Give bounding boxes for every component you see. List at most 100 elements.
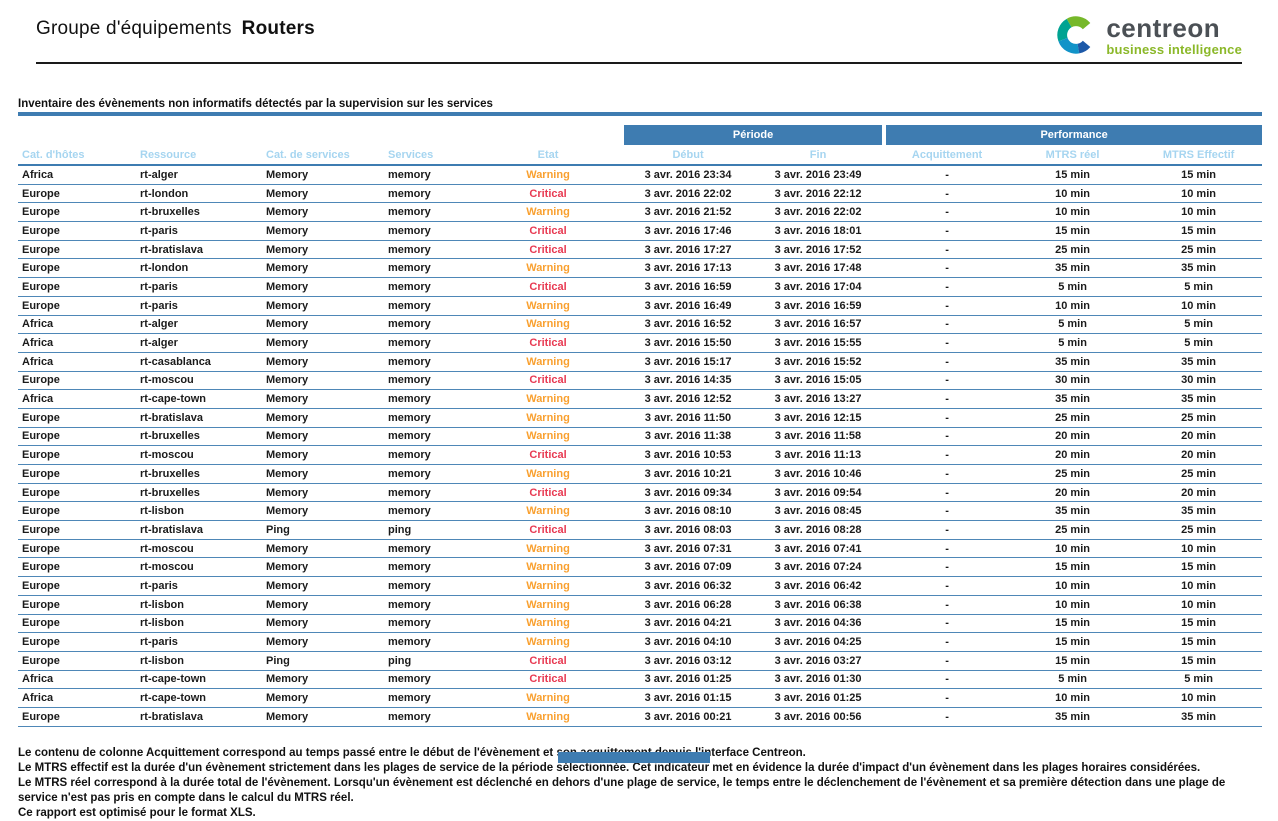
cell-resource: rt-bruxelles bbox=[136, 483, 262, 503]
table-row: Europe rt-moscou Memory memory Warning 3… bbox=[18, 557, 1263, 578]
cell-mtrs-effective: 30 min bbox=[1135, 371, 1263, 391]
cell-end: 3 avr. 2016 08:45 bbox=[752, 501, 885, 522]
cell-mtrs-real: 15 min bbox=[1010, 221, 1136, 241]
cell-end: 3 avr. 2016 15:52 bbox=[752, 352, 885, 372]
cell-service: memory bbox=[384, 539, 472, 559]
col-header-mtrs-effective: MTRS Effectif bbox=[1135, 145, 1263, 166]
cell-acknowledgement: - bbox=[884, 483, 1011, 503]
cell-resource: rt-cape-town bbox=[136, 688, 262, 708]
centreon-logo: centreon business intelligence bbox=[1053, 10, 1242, 58]
cell-host-category: Europe bbox=[18, 632, 136, 652]
table-row: Europe rt-bratislava Memory memory Warni… bbox=[18, 707, 1263, 727]
table-row: Africa rt-cape-town Memory memory Warnin… bbox=[18, 389, 1263, 409]
cell-mtrs-effective: 10 min bbox=[1135, 202, 1263, 223]
cell-service-category: Memory bbox=[262, 632, 384, 652]
cell-state: Critical bbox=[472, 371, 625, 391]
cell-acknowledgement: - bbox=[884, 240, 1011, 260]
cell-state: Warning bbox=[472, 389, 625, 409]
header-divider bbox=[36, 62, 1242, 64]
cell-mtrs-real: 15 min bbox=[1010, 632, 1136, 652]
cell-start: 3 avr. 2016 17:27 bbox=[624, 240, 753, 260]
report-page: Groupe d'équipements Routers centreon bus… bbox=[18, 10, 1263, 819]
cell-mtrs-real: 25 min bbox=[1010, 240, 1136, 260]
table-row: Africa rt-alger Memory memory Warning 3 … bbox=[18, 165, 1263, 185]
cell-acknowledgement: - bbox=[884, 389, 1011, 409]
cell-state: Warning bbox=[472, 315, 625, 335]
cell-acknowledgement: - bbox=[884, 333, 1011, 353]
cell-host-category: Europe bbox=[18, 371, 136, 391]
cell-mtrs-real: 10 min bbox=[1010, 202, 1136, 223]
cell-resource: rt-lisbon bbox=[136, 595, 262, 615]
cell-mtrs-real: 35 min bbox=[1010, 389, 1136, 409]
cell-mtrs-effective: 15 min bbox=[1135, 557, 1263, 578]
cell-resource: rt-london bbox=[136, 258, 262, 279]
cell-service-category: Memory bbox=[262, 165, 384, 185]
cell-end: 3 avr. 2016 06:42 bbox=[752, 576, 885, 596]
cell-start: 3 avr. 2016 00:21 bbox=[624, 707, 753, 727]
cell-acknowledgement: - bbox=[884, 352, 1011, 372]
cell-service: ping bbox=[384, 651, 472, 671]
cell-resource: rt-alger bbox=[136, 315, 262, 335]
cell-state: Warning bbox=[472, 557, 625, 578]
cell-state: Critical bbox=[472, 670, 625, 690]
cell-acknowledgement: - bbox=[884, 576, 1011, 596]
cell-acknowledgement: - bbox=[884, 315, 1011, 335]
cell-resource: rt-paris bbox=[136, 277, 262, 297]
cell-mtrs-real: 15 min bbox=[1010, 165, 1136, 185]
cell-resource: rt-bruxelles bbox=[136, 202, 262, 223]
cell-mtrs-effective: 15 min bbox=[1135, 221, 1263, 241]
cell-start: 3 avr. 2016 11:38 bbox=[624, 427, 753, 447]
cell-host-category: Europe bbox=[18, 576, 136, 596]
cell-start: 3 avr. 2016 07:31 bbox=[624, 539, 753, 559]
cell-service-category: Memory bbox=[262, 184, 384, 204]
cell-host-category: Europe bbox=[18, 707, 136, 727]
cell-start: 3 avr. 2016 10:21 bbox=[624, 464, 753, 484]
cell-end: 3 avr. 2016 00:56 bbox=[752, 707, 885, 727]
cell-acknowledgement: - bbox=[884, 501, 1011, 522]
cell-host-category: Europe bbox=[18, 202, 136, 223]
cell-host-category: Africa bbox=[18, 670, 136, 690]
cell-mtrs-effective: 35 min bbox=[1135, 389, 1263, 409]
cell-end: 3 avr. 2016 16:59 bbox=[752, 296, 885, 316]
cell-end: 3 avr. 2016 17:52 bbox=[752, 240, 885, 260]
cell-mtrs-effective: 15 min bbox=[1135, 165, 1263, 185]
cell-service-category: Memory bbox=[262, 539, 384, 559]
cell-mtrs-effective: 25 min bbox=[1135, 464, 1263, 484]
cell-host-category: Europe bbox=[18, 240, 136, 260]
page-title-prefix: Groupe d'équipements bbox=[36, 18, 232, 39]
cell-acknowledgement: - bbox=[884, 371, 1011, 391]
cell-host-category: Africa bbox=[18, 333, 136, 353]
group-header-spacer bbox=[18, 125, 624, 145]
cell-mtrs-effective: 25 min bbox=[1135, 520, 1263, 540]
cell-acknowledgement: - bbox=[884, 427, 1011, 447]
cell-start: 3 avr. 2016 16:49 bbox=[624, 296, 753, 316]
cell-mtrs-effective: 15 min bbox=[1135, 632, 1263, 652]
cell-end: 3 avr. 2016 23:49 bbox=[752, 165, 885, 185]
cell-resource: rt-alger bbox=[136, 165, 262, 185]
cell-host-category: Europe bbox=[18, 595, 136, 615]
cell-end: 3 avr. 2016 18:01 bbox=[752, 221, 885, 241]
cell-state: Warning bbox=[472, 296, 625, 316]
cell-mtrs-effective: 5 min bbox=[1135, 277, 1263, 297]
cell-state: Critical bbox=[472, 333, 625, 353]
table-row: Europe rt-bruxelles Memory memory Warnin… bbox=[18, 427, 1263, 447]
section-title-underline bbox=[18, 112, 1262, 116]
cell-state: Critical bbox=[472, 483, 625, 503]
cell-service: memory bbox=[384, 688, 472, 708]
cell-host-category: Europe bbox=[18, 277, 136, 297]
cell-mtrs-effective: 35 min bbox=[1135, 258, 1263, 279]
cell-host-category: Europe bbox=[18, 296, 136, 316]
cell-service-category: Memory bbox=[262, 707, 384, 727]
cell-resource: rt-lisbon bbox=[136, 501, 262, 522]
cell-service-category: Memory bbox=[262, 445, 384, 465]
cell-host-category: Africa bbox=[18, 352, 136, 372]
cell-service-category: Ping bbox=[262, 520, 384, 540]
cell-start: 3 avr. 2016 01:15 bbox=[624, 688, 753, 708]
cell-service: memory bbox=[384, 427, 472, 447]
cell-resource: rt-bruxelles bbox=[136, 464, 262, 484]
cell-acknowledgement: - bbox=[884, 688, 1011, 708]
cell-state: Critical bbox=[472, 445, 625, 465]
cell-service: memory bbox=[384, 483, 472, 503]
col-header-service-category: Cat. de services bbox=[262, 145, 384, 166]
cell-host-category: Europe bbox=[18, 557, 136, 578]
